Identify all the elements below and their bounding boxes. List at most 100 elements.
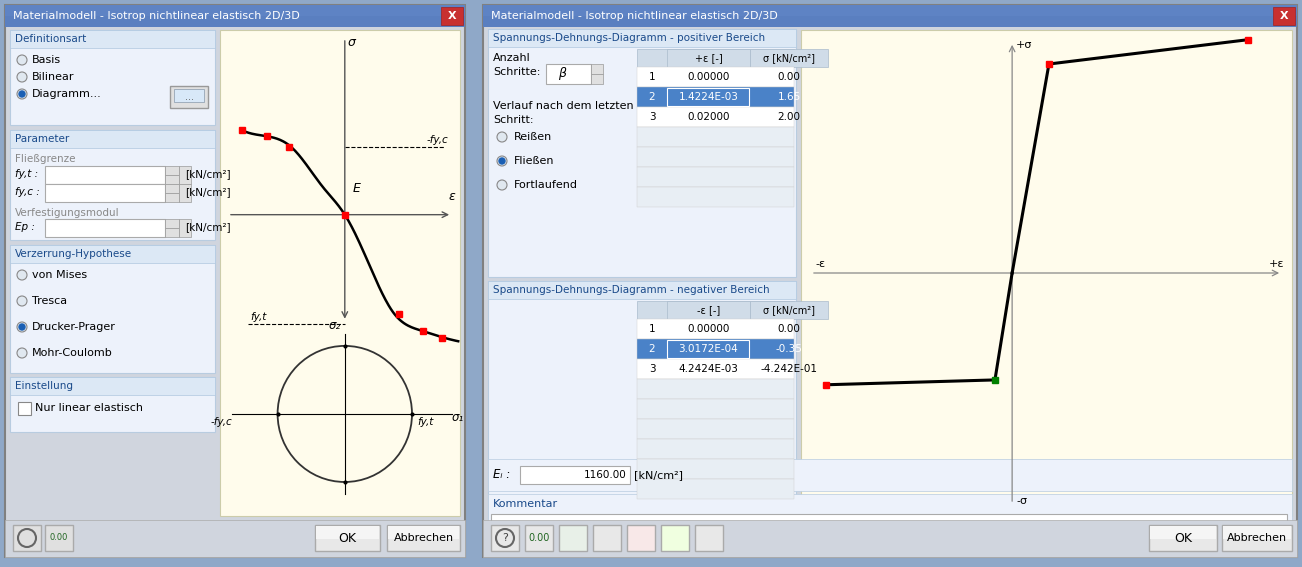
Circle shape xyxy=(499,158,505,164)
Text: Verlauf nach dem letzten: Verlauf nach dem letzten xyxy=(493,101,634,111)
Text: -4.242E-01: -4.242E-01 xyxy=(760,364,818,374)
Bar xyxy=(1223,525,1292,551)
Bar xyxy=(667,340,749,358)
Text: -ε: -ε xyxy=(815,259,825,269)
Text: Drucker-Prager: Drucker-Prager xyxy=(33,322,116,332)
Bar xyxy=(488,494,1292,542)
Text: E: E xyxy=(353,181,361,194)
Bar xyxy=(637,399,794,419)
Circle shape xyxy=(17,270,27,280)
Bar xyxy=(10,30,215,125)
Text: +ε: +ε xyxy=(1268,259,1284,269)
Bar xyxy=(637,301,794,319)
Bar xyxy=(667,88,749,106)
Bar xyxy=(46,166,165,184)
Bar xyxy=(750,49,828,67)
Text: Schritt:: Schritt: xyxy=(493,115,534,125)
Text: Diagramm...: Diagramm... xyxy=(33,89,102,99)
Text: 0.02000: 0.02000 xyxy=(687,112,729,122)
Bar xyxy=(637,127,794,147)
Text: ε: ε xyxy=(448,190,454,202)
Bar xyxy=(667,49,750,67)
Text: -0.35: -0.35 xyxy=(776,344,802,354)
Bar xyxy=(488,29,796,277)
Text: +ε [-]: +ε [-] xyxy=(695,53,723,63)
Circle shape xyxy=(17,322,27,332)
Bar xyxy=(18,402,31,415)
Text: von Mises: von Mises xyxy=(33,270,87,280)
Circle shape xyxy=(17,348,27,358)
Bar xyxy=(10,377,215,432)
Circle shape xyxy=(20,324,25,330)
Text: fy,t: fy,t xyxy=(417,417,434,427)
Bar xyxy=(591,64,603,74)
Bar xyxy=(174,89,204,102)
Text: X: X xyxy=(448,11,456,21)
Bar xyxy=(637,49,794,67)
Bar xyxy=(637,87,794,107)
Bar xyxy=(637,187,794,207)
Bar xyxy=(316,526,379,539)
Bar xyxy=(488,281,796,299)
Bar xyxy=(387,525,460,551)
Bar xyxy=(1223,526,1292,539)
Circle shape xyxy=(17,89,27,99)
Bar xyxy=(10,130,215,240)
Text: 0.00000: 0.00000 xyxy=(687,72,729,82)
Text: fy,t: fy,t xyxy=(250,311,267,321)
Text: -fy,c: -fy,c xyxy=(426,134,448,145)
Bar xyxy=(388,526,460,539)
Text: 3.0172E-04: 3.0172E-04 xyxy=(678,344,738,354)
Bar xyxy=(637,319,794,339)
Bar xyxy=(488,459,1292,491)
Bar xyxy=(5,5,465,557)
Bar xyxy=(1273,7,1295,25)
Text: 1.65: 1.65 xyxy=(777,92,801,102)
Text: Anzahl: Anzahl xyxy=(493,53,531,63)
Bar xyxy=(165,193,178,202)
Bar xyxy=(10,130,215,148)
Bar xyxy=(750,301,828,319)
Text: 0.00000: 0.00000 xyxy=(687,324,729,334)
Text: 0.00: 0.00 xyxy=(777,72,801,82)
Text: [kN/cm²]: [kN/cm²] xyxy=(634,470,684,480)
Bar xyxy=(491,514,1286,536)
Text: 0.00: 0.00 xyxy=(777,324,801,334)
Text: Basis: Basis xyxy=(33,55,61,65)
Bar xyxy=(637,439,794,459)
Text: σ [kN/cm²]: σ [kN/cm²] xyxy=(763,53,815,63)
Text: Nur linear elastisch: Nur linear elastisch xyxy=(35,403,143,413)
Bar xyxy=(1150,526,1216,539)
Text: Materialmodell - Isotrop nichtlinear elastisch 2D/3D: Materialmodell - Isotrop nichtlinear ela… xyxy=(13,11,299,21)
Bar xyxy=(46,219,165,237)
Text: Parameter: Parameter xyxy=(16,134,69,144)
Text: OK: OK xyxy=(1174,531,1193,544)
Text: Abbrechen: Abbrechen xyxy=(1226,533,1288,543)
Text: -σ: -σ xyxy=(1016,496,1027,506)
Text: +σ: +σ xyxy=(1016,40,1032,50)
Bar xyxy=(5,520,465,557)
Circle shape xyxy=(497,156,506,166)
Bar xyxy=(592,525,621,551)
Text: Ep :: Ep : xyxy=(16,222,35,232)
Bar xyxy=(441,7,464,25)
Bar xyxy=(178,184,191,202)
Text: Definitionsart: Definitionsart xyxy=(16,34,86,44)
Bar xyxy=(1148,525,1217,551)
Text: Mohr-Coulomb: Mohr-Coulomb xyxy=(33,348,113,358)
Bar xyxy=(46,184,165,202)
Circle shape xyxy=(17,55,27,65)
Bar xyxy=(637,419,794,439)
Bar xyxy=(220,30,460,516)
Text: fy,t :: fy,t : xyxy=(16,169,38,179)
Text: [kN/cm²]: [kN/cm²] xyxy=(185,187,230,197)
Bar xyxy=(165,219,178,228)
Text: 1160.00: 1160.00 xyxy=(585,470,628,480)
Text: OK: OK xyxy=(339,531,357,544)
Text: β: β xyxy=(559,67,566,81)
Bar xyxy=(488,29,796,47)
Text: Verfestigungsmodul: Verfestigungsmodul xyxy=(16,208,120,218)
Text: fy,c :: fy,c : xyxy=(16,187,40,197)
Bar xyxy=(491,525,519,551)
Bar xyxy=(10,377,215,395)
